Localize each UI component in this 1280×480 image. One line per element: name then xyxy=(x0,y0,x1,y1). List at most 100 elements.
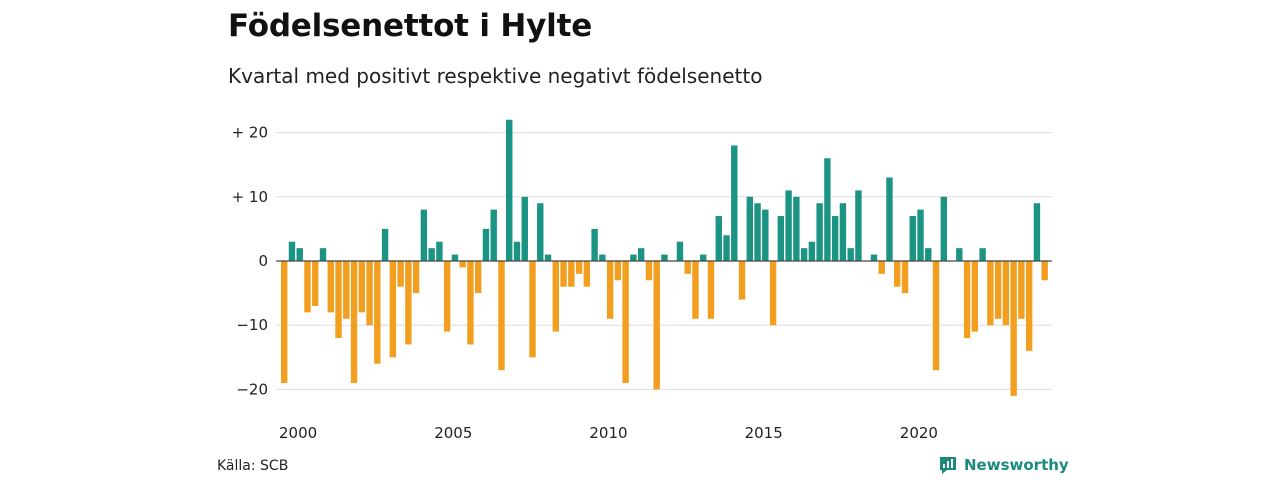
bar-negative xyxy=(529,261,536,358)
bar-negative xyxy=(614,261,622,281)
bar-negative xyxy=(281,261,288,383)
bar-negative xyxy=(350,261,358,383)
bar-negative xyxy=(1041,261,1048,281)
bar-positive xyxy=(288,241,296,261)
bar-negative xyxy=(987,261,994,326)
bar-negative xyxy=(412,261,420,294)
bar-negative xyxy=(707,261,715,319)
bar-negative xyxy=(459,261,466,268)
bar-negative xyxy=(878,261,885,274)
bar-positive xyxy=(537,203,544,261)
bar-negative xyxy=(443,261,451,332)
bar-positive xyxy=(917,209,924,261)
bar-negative xyxy=(389,261,397,358)
bar-negative xyxy=(304,261,311,313)
bar-negative xyxy=(894,261,901,287)
x-tick-label: 2000 xyxy=(279,424,317,442)
bar-positive xyxy=(886,177,893,261)
bar-negative xyxy=(653,261,660,390)
y-tick-label: + 10 xyxy=(232,188,268,206)
bar-negative xyxy=(335,261,342,339)
bar-positive xyxy=(847,248,854,261)
bar-positive xyxy=(630,254,637,261)
x-tick-label: 2010 xyxy=(589,424,627,442)
bar-negative xyxy=(622,261,629,383)
bars xyxy=(281,119,1048,396)
bar-negative xyxy=(901,261,909,294)
y-tick-label: −20 xyxy=(236,380,268,398)
bar-negative xyxy=(498,261,505,371)
bar-positive xyxy=(870,254,878,261)
bar-negative xyxy=(366,261,373,326)
bar-negative xyxy=(692,261,699,319)
bar-negative xyxy=(606,261,614,319)
bar-negative xyxy=(560,261,567,287)
bar-negative xyxy=(932,261,940,371)
x-tick-label: 2015 xyxy=(745,424,783,442)
bar-negative xyxy=(405,261,412,345)
bar-positive xyxy=(482,228,490,261)
bar-positive xyxy=(824,158,831,261)
bar-positive xyxy=(381,228,389,261)
bar-positive xyxy=(839,203,847,261)
bar-negative xyxy=(327,261,334,313)
bar-positive xyxy=(599,254,606,261)
bar-positive xyxy=(855,190,862,261)
y-tick-label: 0 xyxy=(258,252,268,270)
x-axis-ticks: 2000 2005 2010 2015 2020 xyxy=(279,424,938,442)
bar-positive xyxy=(831,216,839,261)
bar-positive xyxy=(513,241,521,261)
chart-title: Födelsenettot i Hylte xyxy=(228,8,593,44)
bar-negative xyxy=(963,261,971,339)
bar-positive xyxy=(785,190,792,261)
bar-positive xyxy=(925,248,932,261)
bar-negative xyxy=(575,261,583,274)
bar-positive xyxy=(451,254,459,261)
bar-positive xyxy=(956,248,963,261)
bar-positive xyxy=(940,196,947,261)
bar-negative xyxy=(467,261,474,345)
bar-negative xyxy=(1010,261,1017,396)
bar-negative xyxy=(971,261,979,332)
bar-positive xyxy=(731,145,738,261)
y-tick-label: −10 xyxy=(236,316,268,334)
bar-negative xyxy=(397,261,404,287)
bar-negative xyxy=(312,261,319,306)
bar-positive xyxy=(544,254,552,261)
y-axis-ticks: + 20 + 10 0 −10 −20 xyxy=(232,124,268,399)
source-note: Källa: SCB xyxy=(217,458,289,474)
bar-positive xyxy=(506,119,513,261)
bar-positive xyxy=(319,248,327,261)
bar-negative xyxy=(1002,261,1010,326)
bar-positive xyxy=(754,203,761,261)
bar-positive xyxy=(808,241,816,261)
chart-subtitle: Kvartal med positivt respektive negativt… xyxy=(228,64,763,88)
bar-negative xyxy=(374,261,381,364)
bar-positive xyxy=(700,254,707,261)
bar-positive xyxy=(676,241,684,261)
bar-positive xyxy=(1033,203,1041,261)
bar-negative xyxy=(568,261,575,287)
bar-positive xyxy=(979,248,986,261)
bar-positive xyxy=(746,196,753,261)
bar-negative xyxy=(358,261,365,313)
bar-positive xyxy=(816,203,823,261)
y-tick-label: + 20 xyxy=(232,124,268,142)
bar-negative xyxy=(645,261,653,281)
bar-negative xyxy=(994,261,1002,319)
grid-lines xyxy=(276,132,1052,390)
bar-positive xyxy=(490,209,497,261)
bar-positive xyxy=(800,248,808,261)
bar-positive xyxy=(777,216,785,261)
bar-negative xyxy=(1025,261,1033,351)
bar-negative xyxy=(583,261,591,287)
x-tick-label: 2020 xyxy=(900,424,938,442)
bar-positive xyxy=(715,216,722,261)
bar-negative xyxy=(552,261,559,332)
newsworthy-logo-icon xyxy=(940,457,956,474)
bar-negative xyxy=(1018,261,1025,319)
bar-negative xyxy=(684,261,691,274)
bar-negative xyxy=(769,261,777,326)
bar-positive xyxy=(661,254,668,261)
bar-negative xyxy=(738,261,746,300)
